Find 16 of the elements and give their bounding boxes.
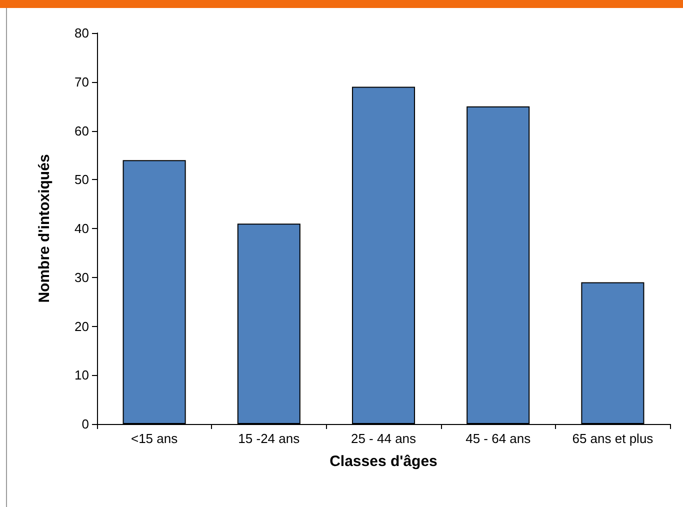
y-tick-label: 20 (74, 318, 89, 334)
x-tick-label: 65 ans et plus (572, 431, 654, 446)
y-tick-label: 60 (74, 123, 89, 138)
y-tick-label: 10 (74, 368, 89, 383)
x-tick-label: 25 - 44 ans (350, 431, 417, 446)
x-tick-label: 45 - 64 ans (466, 431, 532, 446)
y-tick-label: 70 (74, 74, 89, 90)
x-tick-label: 15 -24 ans (238, 431, 300, 446)
x-axis-title: Classes d'âges (330, 453, 438, 470)
y-tick-label: 50 (74, 172, 89, 188)
y-tick-label: 80 (74, 26, 89, 40)
x-tick-label: <15 ans (130, 431, 178, 446)
y-axis-title: Nombre d'intoxiqués (36, 154, 53, 303)
y-tick-label: 40 (74, 221, 89, 236)
y-tick-label: 30 (74, 270, 89, 285)
y-tick-label: 0 (82, 416, 89, 432)
